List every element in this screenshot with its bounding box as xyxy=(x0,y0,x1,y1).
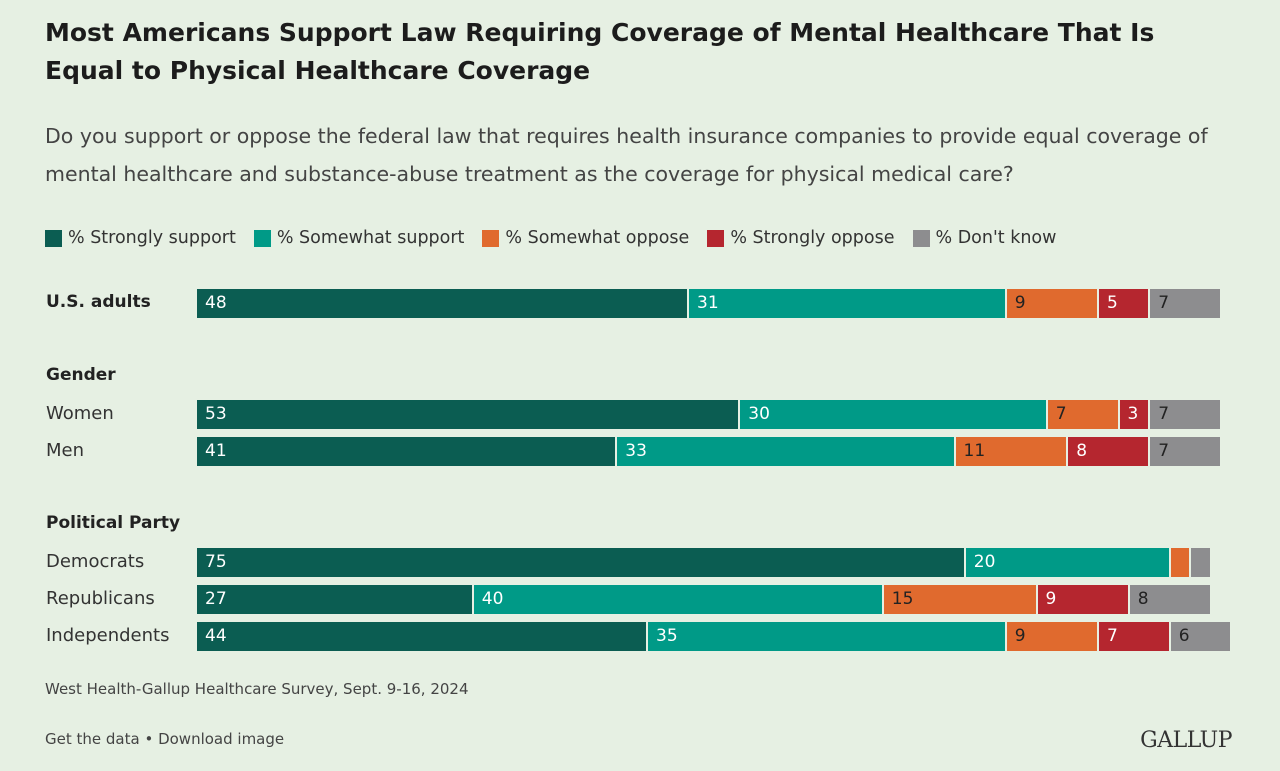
bar-segment: 9 xyxy=(1006,622,1099,651)
legend-swatch xyxy=(45,229,62,247)
bar-segment: 44 xyxy=(197,622,648,651)
bar-segment: 48 xyxy=(197,289,689,318)
bar-segment: 53 xyxy=(197,400,741,429)
footer-links: Get the data • Download image xyxy=(45,730,284,748)
legend-label: % Don't know xyxy=(935,228,1057,248)
legend-label: % Strongly oppose xyxy=(730,228,895,248)
row-label: Democrats xyxy=(46,551,145,572)
legend-item: % Somewhat oppose xyxy=(482,228,689,248)
bar-segment xyxy=(1170,548,1192,577)
bar-segment: 8 xyxy=(1129,585,1212,614)
legend: % Strongly support % Somewhat support % So… xyxy=(45,228,1056,248)
bar-segment: 30 xyxy=(740,400,1048,429)
bar-segment: 5 xyxy=(1099,289,1151,318)
legend-item: % Somewhat support xyxy=(253,228,465,248)
bar-segment: 35 xyxy=(648,622,1007,651)
bar-segment: 9 xyxy=(1006,289,1099,318)
bar-segment: 75 xyxy=(197,548,966,577)
get-data-link[interactable]: Get the data xyxy=(45,730,140,748)
bar-segment: 7 xyxy=(1150,437,1222,466)
bar-segment: 31 xyxy=(689,289,1007,318)
row-label: Independents xyxy=(46,625,170,646)
gallup-logo: GALLUP xyxy=(1140,728,1232,753)
legend-swatch xyxy=(912,229,930,247)
chart-title: Most Americans Support Law Requiring Cov… xyxy=(45,18,1155,85)
bar-segment: 33 xyxy=(617,437,956,466)
bar-segment: 27 xyxy=(197,585,474,614)
source-note: West Health-Gallup Healthcare Survey, Se… xyxy=(45,680,469,698)
bar-segment: 7 xyxy=(1150,400,1222,429)
bar-segment: 11 xyxy=(955,437,1069,466)
legend-swatch xyxy=(253,229,271,247)
legend-label: % Somewhat oppose xyxy=(505,228,690,248)
bar-segment: 6 xyxy=(1170,622,1233,651)
bar-segment: 20 xyxy=(965,548,1171,577)
bar-segment: 7 xyxy=(1150,289,1222,318)
separator: • xyxy=(139,730,159,748)
legend-swatch xyxy=(707,229,725,247)
legend-swatch xyxy=(482,229,500,247)
row-label: Women xyxy=(46,403,114,424)
row-label: Men xyxy=(46,440,85,461)
bar-segment: 9 xyxy=(1037,585,1130,614)
row-label: Republicans xyxy=(46,588,155,609)
bar-segment: 15 xyxy=(883,585,1038,614)
bar-segment: 41 xyxy=(197,437,618,466)
legend-label: % Somewhat support xyxy=(276,228,465,248)
chart-subtitle: Do you support or oppose the federal law… xyxy=(45,124,1208,186)
legend-item: % Strongly oppose xyxy=(707,228,895,248)
bar-segment: 7 xyxy=(1099,622,1171,651)
row-label: U.S. adults xyxy=(46,292,151,312)
bar-segment: 3 xyxy=(1119,400,1151,429)
legend-label: % Strongly support xyxy=(68,228,236,248)
bar-segment xyxy=(1191,548,1212,577)
download-image-link[interactable]: Download image xyxy=(158,730,285,748)
bar-segment: 8 xyxy=(1068,437,1151,466)
group-label: Gender xyxy=(46,365,116,385)
legend-item: % Don't know xyxy=(912,228,1057,248)
bar-segment: 7 xyxy=(1047,400,1120,429)
bar-segment: 40 xyxy=(473,585,884,614)
legend-item: % Strongly support xyxy=(45,228,236,248)
group-label: Political Party xyxy=(46,513,181,533)
